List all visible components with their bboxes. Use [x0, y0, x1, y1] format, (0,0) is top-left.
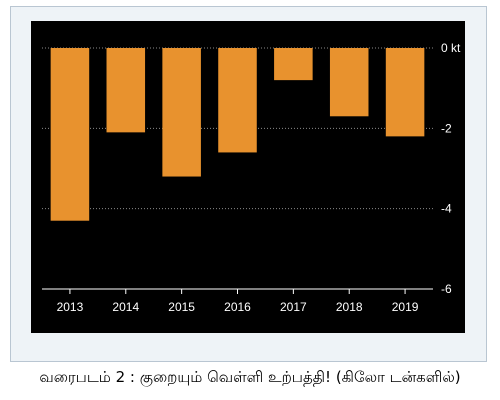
- x-tick-label: 2016: [224, 300, 251, 314]
- x-tick-label: 2014: [112, 300, 139, 314]
- bar: [329, 48, 369, 117]
- bar: [162, 48, 201, 177]
- x-tick-label: 2018: [336, 300, 363, 314]
- bar: [274, 48, 313, 81]
- y-tick-label: -4: [441, 202, 452, 216]
- x-tick-label: 2015: [168, 300, 195, 314]
- bar: [385, 48, 425, 137]
- figure-caption: வரைபடம் 2 : குறையும் வெள்ளி உற்பத்தி! (க…: [39, 368, 461, 386]
- y-tick-label: -6: [441, 282, 452, 296]
- bar-chart: 0 kt -2 -4 -6 2013 2014 2015 2016 2017 2018 2019: [42, 41, 461, 314]
- bar: [106, 48, 146, 133]
- bar: [50, 48, 90, 221]
- x-tick-label: 2019: [392, 300, 419, 314]
- bar: [218, 48, 257, 153]
- x-tick-label: 2017: [280, 300, 307, 314]
- x-tick-label: 2013: [57, 300, 84, 314]
- y-tick-label: -2: [441, 121, 452, 135]
- y-tick-label: 0 kt: [441, 41, 461, 55]
